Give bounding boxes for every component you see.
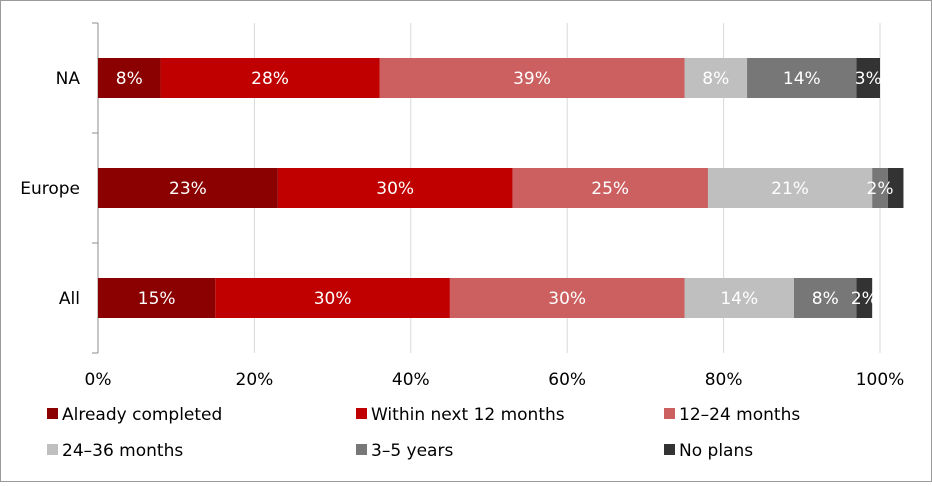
data-label: 30%: [314, 289, 352, 309]
bar-segment: [707, 168, 873, 208]
bar-segment: [512, 168, 708, 208]
data-label: 39%: [513, 69, 551, 89]
x-tick-label: 0%: [85, 370, 112, 390]
legend-swatch: [356, 408, 367, 419]
data-label: 3%: [855, 69, 882, 89]
category-label: Europe: [20, 179, 80, 199]
data-label: 14%: [783, 69, 821, 89]
bar-segment: [98, 278, 216, 318]
data-label: 8%: [702, 69, 729, 89]
data-label: 30%: [376, 179, 414, 199]
x-tick-label: 60%: [548, 370, 586, 390]
bar-segment: [160, 58, 380, 98]
legend-swatch: [47, 444, 58, 455]
legend-label: 3–5 years: [371, 441, 453, 461]
legend-label: Within next 12 months: [371, 405, 565, 425]
data-label: 30%: [548, 289, 586, 309]
bar-segment: [856, 278, 873, 318]
data-label: 28%: [251, 69, 289, 89]
legend: Already completed Within next 12 months 12…: [47, 405, 800, 461]
legend-label: 24–36 months: [62, 441, 183, 461]
legend-label: 12–24 months: [679, 405, 800, 425]
data-label: 8%: [116, 69, 143, 89]
category-labels: NA Europe All: [20, 69, 80, 309]
x-tick-label: 80%: [705, 370, 743, 390]
bar-segment: [684, 278, 794, 318]
data-label: 2%: [867, 179, 894, 199]
data-label: 25%: [591, 179, 629, 199]
legend-label: Already completed: [62, 405, 222, 425]
legend-swatch: [664, 408, 675, 419]
x-tick-label: 20%: [236, 370, 274, 390]
bar-segment: [684, 58, 748, 98]
data-label: 15%: [138, 289, 176, 309]
bar-segment: [747, 58, 857, 98]
bar-labels: 8% 28% 39% 8% 14% 3% 23% 30% 25% 21% 2% 15% 30% 30% 14…: [116, 69, 894, 309]
legend-label: No plans: [679, 441, 753, 461]
x-tick-labels: 0% 20% 40% 60% 80% 100%: [85, 370, 905, 390]
legend-swatch: [47, 408, 58, 419]
category-label: NA: [56, 69, 81, 89]
legend-swatch: [356, 444, 367, 455]
data-label: 2%: [851, 289, 878, 309]
data-label: 8%: [812, 289, 839, 309]
bar-segment: [872, 168, 888, 208]
category-label: All: [59, 289, 80, 309]
x-tick-label: 100%: [856, 370, 905, 390]
bar-segment: [793, 278, 857, 318]
data-label: 21%: [771, 179, 809, 199]
x-tick-label: 40%: [392, 370, 430, 390]
data-label: 23%: [169, 179, 207, 199]
bar-segment: [449, 278, 685, 318]
bar-segment: [277, 168, 513, 208]
data-label: 14%: [720, 289, 758, 309]
bar-segment: [379, 58, 685, 98]
bars: [98, 58, 904, 318]
axes: [92, 22, 99, 354]
bar-segment: [887, 168, 904, 208]
bar-segment: [215, 278, 450, 318]
bar-segment: [98, 168, 278, 208]
bar-segment: [856, 58, 880, 98]
bar-segment: [98, 58, 161, 98]
legend-swatch: [664, 444, 675, 455]
